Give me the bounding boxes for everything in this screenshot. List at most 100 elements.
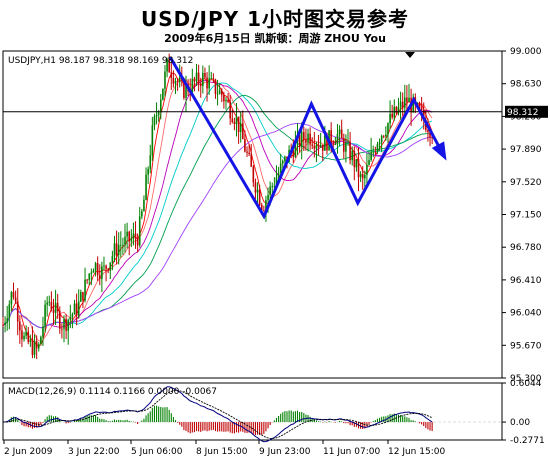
candle-body (403, 97, 406, 108)
time-tick-label: 11 Jun 07:00 (323, 447, 380, 457)
candle-body (14, 297, 17, 302)
candle-body (265, 200, 267, 211)
candle-body (260, 204, 263, 211)
macd-tick-label: 0.00 (510, 418, 530, 428)
candle-body (126, 231, 128, 237)
candle-body (342, 138, 345, 152)
candle-body (256, 189, 259, 193)
candle-body (23, 335, 25, 340)
candle-body (313, 145, 316, 149)
candle-body (258, 189, 261, 205)
candle-body (105, 265, 107, 269)
candle-body (292, 150, 295, 157)
macd-main-line (2, 386, 433, 443)
current-price-tag: 98.312 (505, 105, 548, 118)
time-tick-label: 9 Jun 23:00 (259, 447, 311, 457)
candle-body (84, 279, 86, 301)
candle-body (71, 314, 74, 318)
candle-body (69, 317, 72, 320)
candle-body (90, 272, 93, 274)
candle-body (151, 125, 154, 156)
candle-body (309, 133, 311, 145)
candle-body (61, 328, 63, 330)
candle-body (107, 268, 109, 271)
candle-body (147, 168, 149, 175)
candle-body (387, 123, 389, 135)
candle-body (195, 72, 198, 82)
candle-body (334, 144, 337, 145)
candle-body (279, 163, 282, 173)
candle-body (130, 238, 133, 242)
moving-average-line (2, 122, 433, 329)
candle-body (48, 301, 51, 303)
candle-body (239, 123, 242, 132)
candle-body (370, 151, 372, 161)
time-tick-label: 12 Jun 15:00 (388, 447, 445, 457)
candle-body (246, 151, 248, 153)
candle-body (351, 151, 354, 161)
candle-body (235, 116, 238, 125)
candle-body (229, 101, 231, 119)
time-axis: 2 Jun 2009 3 Jun 22:00 5 Jun 06:00 8 Jun 15… (3, 440, 445, 457)
candle-body (401, 101, 404, 108)
candle-body (408, 97, 410, 102)
candle-body (418, 103, 421, 109)
page-title: USD/JPY 1小时图交易参考 (140, 7, 409, 31)
candle-body (227, 99, 229, 102)
price-tick-label: 98.630 (510, 80, 542, 90)
candle-body (170, 72, 173, 78)
candle-body (345, 142, 347, 152)
candle-body (206, 77, 208, 89)
candle-body (359, 174, 362, 178)
price-tick-label: 96.780 (510, 243, 542, 253)
candle-body (94, 263, 97, 271)
candle-body (385, 134, 387, 137)
candle-body (37, 344, 40, 349)
candle-body (117, 245, 120, 255)
current-price-label: 98.312 (507, 108, 539, 118)
candle-body (157, 112, 160, 116)
candle-body (109, 262, 112, 271)
price-tick-label: 95.300 (510, 374, 542, 384)
candle-body (113, 243, 116, 257)
candle-body (176, 81, 179, 82)
candle-body (33, 341, 36, 355)
candle-body (412, 97, 415, 113)
symbol-label: USDJPY,H1 98.187 98.318 98.169 98.312 (8, 56, 193, 66)
candle-body (277, 172, 280, 178)
price-axis: 99.00098.63098.26097.89097.52097.15096.7… (502, 47, 542, 384)
candle-body (420, 108, 423, 110)
candle-body (16, 301, 19, 322)
price-panel (2, 50, 503, 379)
candle-body (378, 142, 381, 145)
candle-body (364, 174, 366, 179)
candle-body (159, 99, 162, 113)
macd-panel (2, 382, 503, 441)
candle-body (223, 95, 225, 102)
candle-body (361, 174, 364, 179)
candle-body (92, 270, 95, 273)
candle-body (191, 78, 194, 93)
candle-body (305, 139, 307, 143)
candle-body (21, 330, 23, 340)
candle-body (50, 301, 53, 310)
candle-body (2, 324, 4, 326)
candle-body (77, 301, 80, 316)
macd-label: MACD(12,26,9) 0.1114 0.1166 0.0000 -0.00… (8, 387, 217, 397)
candle-body (284, 156, 286, 161)
candle-body (311, 144, 314, 146)
candle-body (321, 144, 324, 151)
candle-body (353, 151, 356, 168)
candle-body (273, 185, 276, 187)
candle-body (300, 132, 303, 148)
candle-body (166, 59, 168, 72)
time-tick-label: 3 Jun 22:00 (68, 447, 120, 457)
candle-body (427, 130, 429, 133)
candle-body (332, 143, 335, 145)
price-tick-label: 97.150 (510, 211, 542, 221)
candle-body (233, 122, 236, 125)
candle-body (254, 182, 257, 193)
candle-body (208, 78, 210, 89)
page-subtitle: 2009年6月15日 凯斯顿：周游 ZHOU You (164, 32, 386, 45)
candle-body (58, 310, 61, 329)
